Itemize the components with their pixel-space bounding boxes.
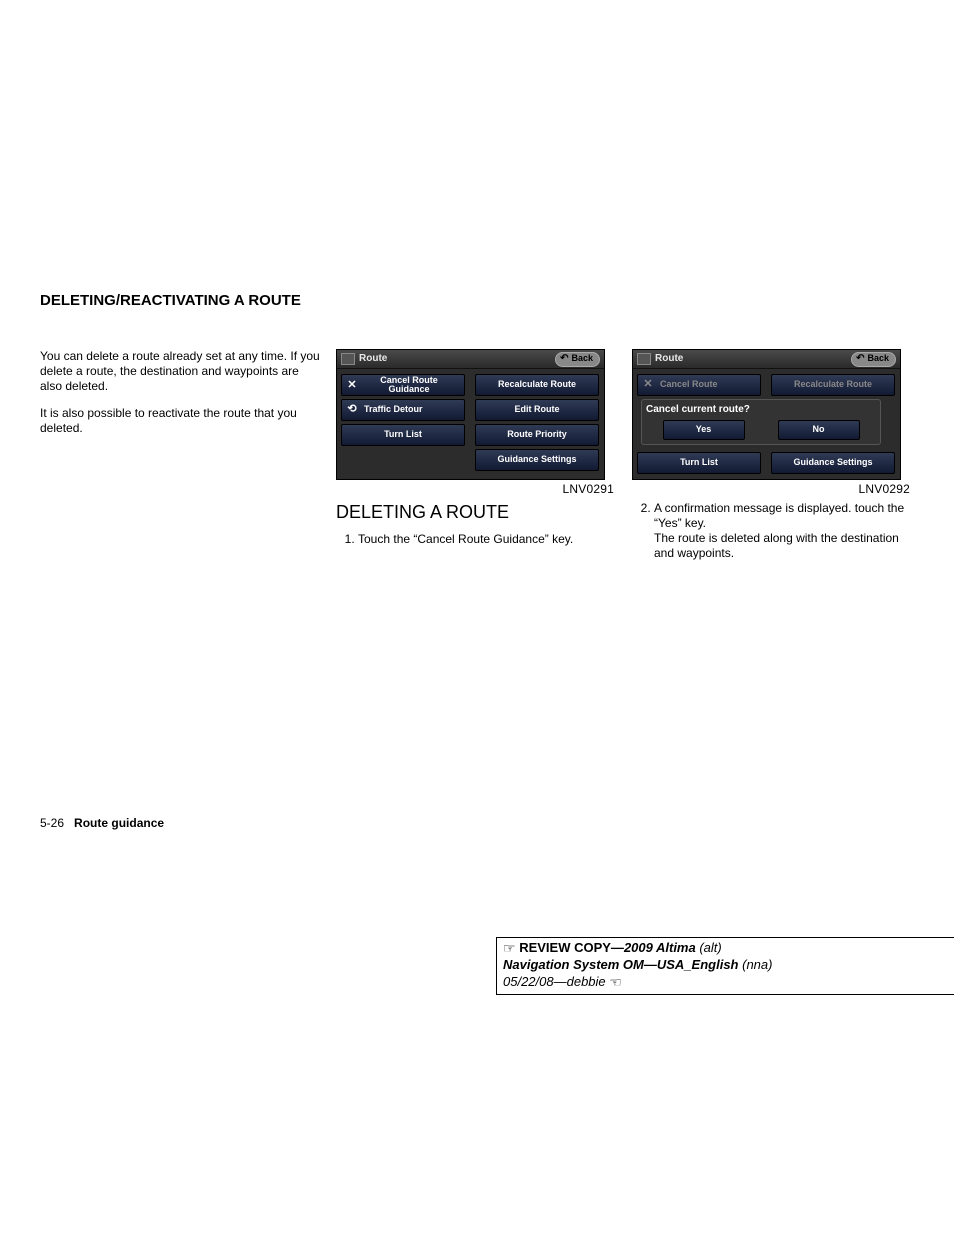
pointer-left-icon: ☞ <box>503 940 516 958</box>
traffic-detour-button[interactable]: ⟲ Traffic Detour <box>341 399 465 421</box>
page-footer: 5-26 Route guidance <box>40 816 164 830</box>
cancel-route-icon: ✕ <box>344 378 360 392</box>
btn-label: Traffic Detour <box>364 405 423 414</box>
review-alt: (alt) <box>699 940 721 955</box>
section-name: Route guidance <box>74 816 164 830</box>
step-2-line2: The route is deleted along with the dest… <box>654 531 899 560</box>
back-arrow-icon: ↶ <box>856 354 864 364</box>
route-priority-button[interactable]: Route Priority <box>475 424 599 446</box>
column-2: Route ↶ Back ✕ Cancel RouteGuidance ⟲ <box>336 349 632 563</box>
step-2: A confirmation message is displayed. tou… <box>654 501 914 561</box>
back-button[interactable]: ↶ Back <box>851 352 896 367</box>
btn-label: Turn List <box>680 458 718 467</box>
btn-label: Turn List <box>384 430 422 439</box>
btn-label: Recalculate Route <box>498 380 576 389</box>
sub-heading: DELETING A ROUTE <box>336 501 618 524</box>
screen-mode-icon <box>637 353 651 365</box>
page-heading: DELETING/REACTIVATING A ROUTE <box>40 292 914 309</box>
step-2-line1: A confirmation message is displayed. tou… <box>654 501 904 530</box>
btn-label: Edit Route <box>515 405 560 414</box>
traffic-detour-icon: ⟲ <box>344 403 360 417</box>
recalculate-route-button[interactable]: Recalculate Route <box>475 374 599 396</box>
review-nna: (nna) <box>742 957 772 972</box>
screen-titlebar: Route ↶ Back <box>633 350 900 369</box>
content-columns: You can delete a route already set at an… <box>40 349 914 563</box>
intro-para-2: It is also possible to reactivate the ro… <box>40 406 322 436</box>
btn-label: Guidance Settings <box>793 458 872 467</box>
back-button[interactable]: ↶ Back <box>555 352 600 367</box>
confirm-no-button[interactable]: No <box>778 420 860 440</box>
instruction-list-2: A confirmation message is displayed. tou… <box>654 501 914 561</box>
btn-label: Guidance Settings <box>497 455 576 464</box>
figure-caption-a: LNV0291 <box>336 482 618 497</box>
screen-title: Route <box>655 353 683 366</box>
btn-label: Cancel Route <box>660 380 718 389</box>
cancel-route-button[interactable]: ✕ Cancel Route <box>637 374 761 396</box>
confirm-yes-button[interactable]: Yes <box>663 420 745 440</box>
back-label: Back <box>867 353 889 364</box>
figure-caption-b: LNV0292 <box>632 482 914 497</box>
recalculate-route-button[interactable]: Recalculate Route <box>771 374 895 396</box>
manual-page: DELETING/REACTIVATING A ROUTE You can de… <box>0 0 954 1235</box>
review-line-1: ☞ REVIEW COPY—2009 Altima (alt) <box>503 940 948 958</box>
back-arrow-icon: ↶ <box>560 354 568 364</box>
review-copy-box: ☞ REVIEW COPY—2009 Altima (alt) Navigati… <box>496 937 954 995</box>
guidance-settings-button[interactable]: Guidance Settings <box>475 449 599 471</box>
edit-route-button[interactable]: Edit Route <box>475 399 599 421</box>
intro-para-1: You can delete a route already set at an… <box>40 349 322 394</box>
back-label: Back <box>571 353 593 364</box>
column-3: Route ↶ Back ✕ Cancel Route Tur <box>632 349 914 563</box>
column-1: You can delete a route already set at an… <box>40 349 336 563</box>
cancel-route-guidance-button[interactable]: ✕ Cancel RouteGuidance <box>341 374 465 396</box>
review-prefix: REVIEW COPY— <box>519 940 624 955</box>
instruction-list-1: Touch the “Cancel Route Guidance” key. <box>358 532 618 547</box>
page-number: 5-26 <box>40 816 64 830</box>
confirm-message: Cancel current route? <box>646 404 876 417</box>
review-model: 2009 Altima <box>624 940 696 955</box>
screen-titlebar: Route ↶ Back <box>337 350 604 369</box>
btn-label: Recalculate Route <box>794 380 872 389</box>
review-line-3: 05/22/08—debbie ☜ <box>503 974 948 992</box>
btn-label: Route Priority <box>507 430 567 439</box>
turn-list-button[interactable]: Turn List <box>341 424 465 446</box>
cancel-route-icon: ✕ <box>640 378 656 392</box>
review-line-2: Navigation System OM—USA_English (nna) <box>503 957 948 973</box>
screen-mode-icon <box>341 353 355 365</box>
confirm-dialog: Cancel current route? Yes No <box>641 399 881 445</box>
review-doc: Navigation System OM—USA_English <box>503 957 739 972</box>
guidance-settings-button[interactable]: Guidance Settings <box>771 452 895 474</box>
step-1: Touch the “Cancel Route Guidance” key. <box>358 532 618 547</box>
route-menu-screenshot: Route ↶ Back ✕ Cancel RouteGuidance ⟲ <box>336 349 605 480</box>
turn-list-button[interactable]: Turn List <box>637 452 761 474</box>
btn-label: Cancel RouteGuidance <box>364 376 454 394</box>
confirm-cancel-screenshot: Route ↶ Back ✕ Cancel Route Tur <box>632 349 901 480</box>
screen-title: Route <box>359 353 387 366</box>
review-date: 05/22/08—debbie <box>503 974 606 989</box>
pointer-right-icon: ☜ <box>609 974 622 992</box>
